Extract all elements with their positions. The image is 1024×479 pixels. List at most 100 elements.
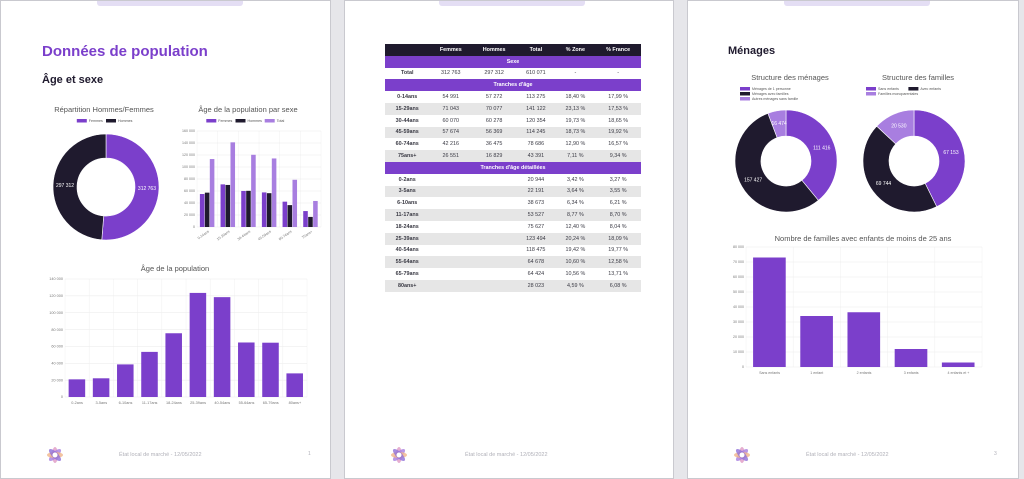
table-cell xyxy=(429,174,472,186)
table-cell: 4,59 % xyxy=(555,279,596,292)
table-row: 11-17ans 53 527 8,77 % 8,70 % xyxy=(385,209,641,221)
table-cell: 3,64 % xyxy=(555,185,596,198)
row-label: 30-44ans xyxy=(395,117,419,124)
legend-swatch xyxy=(866,87,876,91)
page-tab xyxy=(439,1,585,6)
chart-title-families: Structure des familles xyxy=(881,73,955,82)
footer-text: État local de marché - 12/05/2022 xyxy=(806,452,889,458)
legend-swatch xyxy=(206,119,217,123)
table-row: 18-24ans 75 627 12,40 % 8,04 % xyxy=(385,221,641,233)
x-tick-label: 2 enfants xyxy=(857,371,872,375)
table-cell: 7,11 % xyxy=(555,150,596,162)
page-title: Données de population xyxy=(42,43,208,60)
families-children-bar-chart: 0 10 000 20 000 30 000 40 000 50 000 60 000 70 … xyxy=(733,245,983,375)
table-cell: 3,42 % xyxy=(566,176,584,183)
table-cell xyxy=(472,232,517,245)
y-tick-label: 80 000 xyxy=(51,328,63,332)
table-row: 3-5ans 22 191 3,64 % 3,55 % xyxy=(385,185,641,198)
table-cell: 9,34 % xyxy=(595,150,641,162)
legend-swatch xyxy=(264,119,275,123)
legend-label: Sans enfants xyxy=(878,87,899,91)
section-label: Sexe xyxy=(385,55,641,68)
table-cell: 56 369 xyxy=(472,126,517,139)
row-label: Total xyxy=(400,70,414,77)
bar xyxy=(213,297,231,397)
table-cell: 118 475 xyxy=(526,247,546,254)
age-bar-chart: 0 20 000 40 000 60 000 80 000 100 000 120 000 1… xyxy=(49,277,308,405)
table-cell: 54 991 xyxy=(442,94,460,101)
table-row: 80ans+ 28 023 4,59 % 6,08 % xyxy=(385,279,641,292)
bar xyxy=(199,194,205,227)
table-row: 0-14ans 54 991 57 272 113 275 18,40 % 17,99 % xyxy=(385,91,641,103)
y-tick-label: 40 000 xyxy=(184,201,195,205)
flower-logo-icon xyxy=(47,447,63,463)
table-cell xyxy=(429,268,472,280)
legend-swatch xyxy=(106,119,116,123)
table-row: 25-39ans 123 494 20,24 % 18,09 % xyxy=(385,232,641,245)
table-cell: 3,27 % xyxy=(609,176,627,183)
row-label: 65-79ans xyxy=(395,271,419,278)
column-header: Femmes xyxy=(429,44,473,56)
page-number: 3 xyxy=(994,451,997,457)
x-tick-label: 25-39ans xyxy=(190,401,206,405)
table-cell: - xyxy=(574,70,577,77)
legend-swatch xyxy=(76,119,87,123)
bar xyxy=(225,184,231,227)
bar xyxy=(292,179,298,227)
donut-slice xyxy=(52,133,107,241)
bar xyxy=(308,216,313,227)
column-header: % France xyxy=(595,44,641,56)
legend-swatch xyxy=(740,92,750,96)
table-cell: 12,90 % xyxy=(565,141,586,148)
table-cell: 8,70 % xyxy=(595,209,641,221)
y-tick-label: 60 000 xyxy=(733,275,744,279)
table-cell: 10,60 % xyxy=(555,256,596,269)
row-label: 80ans+ xyxy=(385,279,430,292)
bar xyxy=(282,201,288,227)
table-cell: 19,92 % xyxy=(595,126,641,139)
slice-label: 67 153 xyxy=(943,150,959,156)
table-cell: 26 551 xyxy=(429,150,473,162)
row-label: 75ans+ xyxy=(385,150,430,162)
row-label: 55-64ans xyxy=(385,256,430,269)
x-tick-label: Sans enfants xyxy=(759,371,780,375)
table-cell: 10,56 % xyxy=(565,271,586,278)
bar xyxy=(271,158,277,227)
y-tick-label: 30 000 xyxy=(733,320,744,324)
section-label: Tranches d'âge xyxy=(385,79,641,92)
slice-label: 20 530 xyxy=(891,124,907,130)
table-cell: 19,77 % xyxy=(608,247,628,254)
x-tick-label: 40-54ans xyxy=(214,401,230,405)
x-tick-label: 18-24ans xyxy=(166,401,182,405)
table-cell: 8,04 % xyxy=(609,223,627,230)
table-cell: 6,21 % xyxy=(609,200,627,207)
x-tick-label: 3-5ans xyxy=(95,401,107,405)
table-cell xyxy=(472,185,517,198)
table-cell: 70 077 xyxy=(472,102,517,115)
x-tick-label: 45-59ans xyxy=(257,229,272,241)
x-tick-label: 11-17ans xyxy=(142,401,158,405)
bar xyxy=(261,192,267,227)
row-label: 11-17ans xyxy=(385,209,430,221)
chart-title-sex-ratio: Répartition Hommes/Femmes xyxy=(54,105,154,114)
table-cell: 23,13 % xyxy=(555,102,596,115)
y-tick-label: 40 000 xyxy=(733,305,744,309)
table-cell: - xyxy=(617,70,620,77)
table-row: 55-64ans 64 678 10,60 % 12,58 % xyxy=(385,256,641,269)
table-cell: 6,34 % xyxy=(566,200,584,207)
x-tick-label: 65-79ans xyxy=(263,401,279,405)
bar xyxy=(141,351,158,397)
table-row: 65-79ans 64 424 10,56 % 13,71 % xyxy=(385,268,641,280)
table-cell: 18,65 % xyxy=(608,117,628,124)
row-label: 0-14ans xyxy=(397,94,418,101)
table-cell: 113 275 xyxy=(526,94,546,101)
x-tick-label: 75ans+ xyxy=(301,230,313,240)
table-cell: 53 527 xyxy=(516,209,556,221)
table-cell: 312 763 xyxy=(441,70,461,77)
bar xyxy=(92,378,110,397)
row-label: 18-24ans xyxy=(395,223,419,230)
bar xyxy=(220,184,226,227)
bar xyxy=(117,364,134,397)
chart-title-age-by-sex: Âge de la population par sexe xyxy=(198,105,298,114)
table-cell: 16,57 % xyxy=(608,141,628,148)
